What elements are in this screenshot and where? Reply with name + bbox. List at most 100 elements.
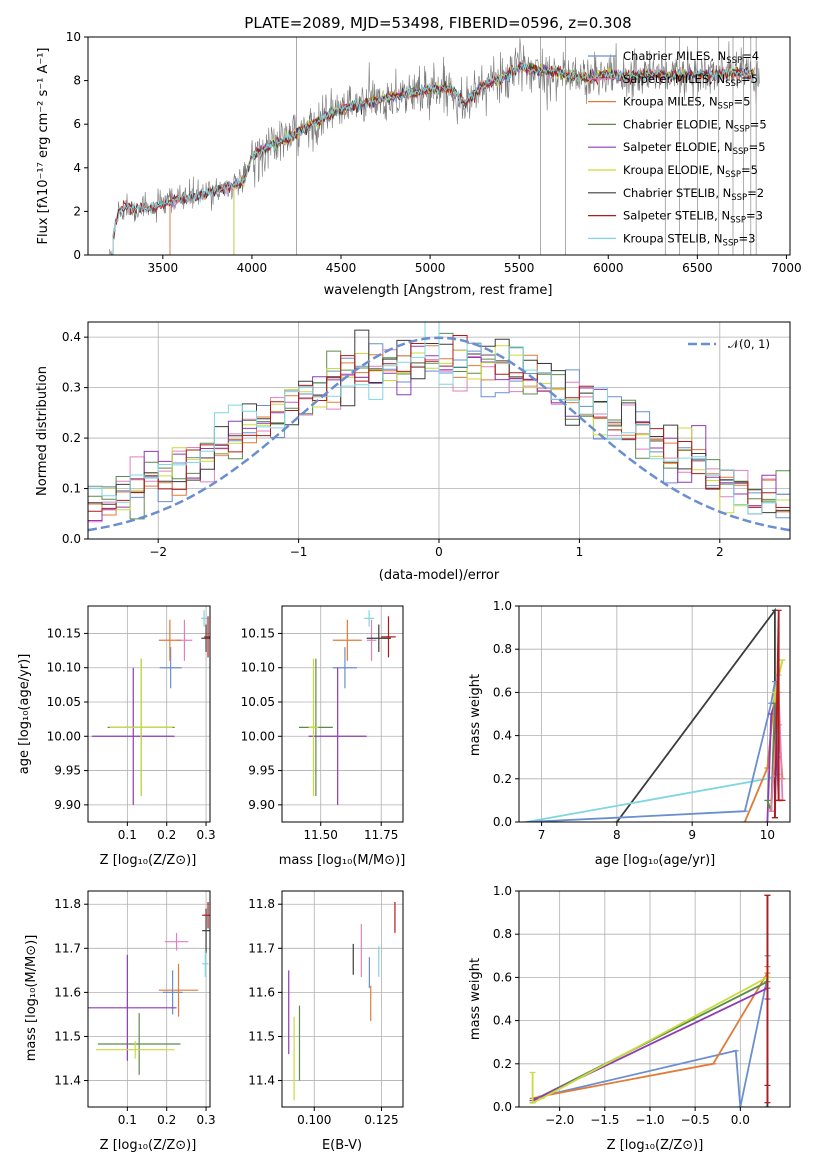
- x-tick-label: 2: [716, 545, 724, 559]
- x-tick-label: 5500: [504, 261, 535, 275]
- legend-label: Salpeter MILES, NSSP=5: [623, 72, 758, 89]
- y-tick-label: 10.05: [241, 695, 275, 709]
- y-tick-label: 11.5: [54, 1029, 81, 1043]
- x-tick-label: 0.125: [364, 1113, 398, 1127]
- spectrum-legend: Chabrier MILES, NSSP=4 Salpeter MILES, NS…: [588, 49, 767, 248]
- y-tick-label: 10.10: [47, 661, 81, 675]
- model-spectrum-line: [169, 62, 755, 255]
- y-tick-label: 0.2: [493, 1057, 512, 1071]
- x-tick-label: 4000: [237, 261, 268, 275]
- age-vs-mass-panel: 11.50 11.75 9.90 9.95 10.00 10.05 10.10 10.15 m…: [241, 605, 406, 868]
- model-spectrum-line: [233, 62, 755, 255]
- histogram-step-line: [88, 322, 790, 515]
- y-tick-label: 0.6: [493, 685, 512, 699]
- spectrum-axes: 3500 4000 4500 5000 5500 6000 6500 7000 0 2 4 6 8 10: [66, 30, 802, 275]
- y-tick-label: 0.6: [493, 970, 512, 984]
- age-vs-Z-ylabel: age [log₁₀(age/yr)]: [17, 654, 32, 775]
- y-tick-label: 10.00: [47, 729, 81, 743]
- x-tick-label: −2: [149, 545, 167, 559]
- x-tick-label: −0.5: [681, 1113, 710, 1127]
- axes-frame: [87, 890, 211, 1108]
- legend-label: 𝒩(0, 1): [728, 337, 770, 351]
- y-tick-label: 0.8: [493, 927, 512, 941]
- y-tick-label: 10.05: [47, 695, 81, 709]
- y-tick-label: 11.4: [248, 1074, 275, 1088]
- mass-vs-Z-plot-area: [88, 891, 210, 1107]
- y-tick-label: 1.0: [493, 599, 512, 613]
- legend-label: Chabrier MILES, NSSP=4: [623, 49, 759, 66]
- x-tick-label: 0.100: [297, 1113, 331, 1127]
- y-tick-label: 11.8: [54, 897, 81, 911]
- mass-vs-EBV-panel: 0.100 0.125 11.4 11.5 11.6 11.7 11.8 E(B-V): [248, 890, 404, 1153]
- model-spectrum-line: [112, 61, 755, 255]
- x-tick-label: −2.0: [545, 1113, 574, 1127]
- y-tick-label: 9.90: [54, 798, 81, 812]
- y-tick-label: 0.0: [493, 815, 512, 829]
- age-vs-mass-xlabel: mass [log₁₀(M/M⊙)]: [279, 853, 406, 868]
- age-vs-mass-plot-area: [282, 606, 403, 822]
- x-tick-label: 10: [760, 828, 775, 842]
- y-tick-label: 10.00: [241, 729, 275, 743]
- y-tick-label: 0.2: [62, 431, 81, 445]
- spectrum-xlabel: wavelength [Angstrom, rest frame]: [324, 283, 553, 298]
- weight-vs-Z-xlabel: Z [log₁₀(Z/Z⊙)]: [607, 1138, 704, 1153]
- weight-vs-age-plot-area: [519, 606, 790, 822]
- age-vs-Z-plot-area: [88, 606, 210, 822]
- mass-vs-Z-panel: 0.1 0.2 0.3 11.4 11.5 11.6 11.7 11.8 Z [log₁₀(Z…: [24, 890, 216, 1153]
- model-spectrum-line: [233, 63, 755, 255]
- x-tick-label: 0.3: [197, 828, 216, 842]
- residual-plot-area: [88, 322, 790, 539]
- mass-vs-EBV-xlabel: E(B-V): [322, 1138, 362, 1153]
- y-tick-label: 11.6: [248, 985, 275, 999]
- x-tick-label: 3500: [148, 261, 179, 275]
- weight-vs-age-axes: 7 8 9 10 0.0 0.2 0.4 0.6 0.8 1.0: [493, 599, 791, 842]
- x-tick-label: 6500: [682, 261, 713, 275]
- weight-vs-age-panel: 7 8 9 10 0.0 0.2 0.4 0.6 0.8 1.0 age [log₁₀(age/y…: [468, 599, 791, 868]
- residual-axes: −2 −1 0 1 2 0.0 0.1 0.2 0.3 0.4: [62, 321, 791, 559]
- residual-panel: −2 −1 0 1 2 0.0 0.1 0.2 0.3 0.4 𝒩(0, 1) (data-mod…: [35, 321, 791, 583]
- mass-vs-EBV-plot-area: [282, 891, 403, 1107]
- x-tick-label: 8: [613, 828, 621, 842]
- y-tick-label: 6: [73, 117, 81, 131]
- model-spectrum-line: [169, 63, 755, 255]
- y-tick-label: 10.10: [241, 661, 275, 675]
- x-tick-label: 1: [576, 545, 584, 559]
- axes-frame: [281, 605, 404, 823]
- axes-frame: [87, 605, 211, 823]
- y-tick-label: 0.2: [493, 772, 512, 786]
- legend-label: Salpeter STELIB, NSSP=3: [623, 209, 763, 226]
- mass-vs-EBV-axes: 0.100 0.125 11.4 11.5 11.6 11.7 11.8: [248, 890, 404, 1127]
- x-tick-label: 7: [538, 828, 546, 842]
- spectrum-plot-area: [109, 37, 760, 255]
- legend-label: Kroupa STELIB, NSSP=3: [623, 231, 755, 248]
- y-tick-label: 11.7: [54, 941, 81, 955]
- x-tick-label: −1.0: [635, 1113, 664, 1127]
- y-tick-label: 11.6: [54, 985, 81, 999]
- weight-vs-Z-axes: −2.0 −1.5 −1.0 −0.5 0.0 0.0 0.2 0.4 0.6 0.8 1.0: [493, 884, 791, 1127]
- mass-weight-line: [531, 976, 768, 1105]
- model-spectrum-line: [112, 63, 755, 255]
- x-tick-label: −1: [290, 545, 308, 559]
- x-tick-label: 0.0: [731, 1113, 750, 1127]
- y-tick-label: 0.8: [493, 642, 512, 656]
- weight-vs-age-ylabel: mass weight: [468, 674, 483, 756]
- y-tick-label: 11.5: [248, 1029, 275, 1043]
- axes-frame: [518, 605, 791, 823]
- y-tick-label: 10: [66, 30, 81, 44]
- legend-label: Kroupa MILES, NSSP=5: [623, 95, 750, 112]
- x-tick-label: 4500: [326, 261, 357, 275]
- y-tick-label: 9.90: [248, 798, 275, 812]
- x-tick-label: 0.1: [118, 828, 137, 842]
- y-tick-label: 10.15: [47, 626, 81, 640]
- residual-legend: 𝒩(0, 1): [688, 337, 770, 351]
- observed-spectrum-line: [109, 38, 760, 255]
- y-tick-label: 9.95: [54, 764, 81, 778]
- legend-label: Chabrier STELIB, NSSP=2: [623, 186, 764, 203]
- mass-vs-Z-xlabel: Z [log₁₀(Z/Z⊙)]: [100, 1138, 197, 1153]
- y-tick-label: 0.1: [62, 482, 81, 496]
- x-tick-label: 0.2: [157, 1113, 176, 1127]
- y-tick-label: 8: [73, 74, 81, 88]
- spectrum-title: PLATE=2089, MJD=53498, FIBERID=0596, z=0…: [244, 14, 631, 32]
- x-tick-label: 0.2: [157, 828, 176, 842]
